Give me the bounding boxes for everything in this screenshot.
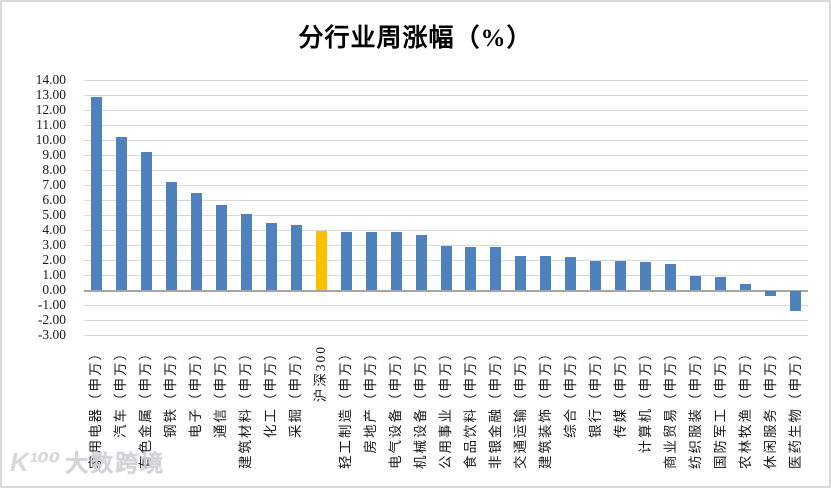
bar-化工（申万） bbox=[265, 222, 277, 290]
gridline bbox=[84, 110, 808, 111]
bar-银行（申万） bbox=[590, 260, 602, 290]
bar-商业贸易（申万） bbox=[665, 263, 677, 290]
gridline bbox=[84, 80, 808, 81]
bar-房地产（申万） bbox=[365, 232, 377, 290]
y-axis-tick-label: 9.00 bbox=[42, 147, 66, 162]
bar-通信（申万） bbox=[215, 204, 227, 290]
y-axis-tick-label: 4.00 bbox=[42, 222, 66, 237]
watermark: K¹⁰⁰ 大数跨境 bbox=[10, 444, 165, 478]
bar-建筑材料（申万） bbox=[240, 214, 252, 290]
bar-非银金融（申万） bbox=[490, 247, 502, 290]
bar-食品饮料（申万） bbox=[465, 247, 477, 290]
bar-交通运输（申万） bbox=[515, 255, 527, 290]
gridline bbox=[84, 200, 808, 201]
y-axis-tick-label: 13.00 bbox=[35, 87, 66, 102]
bar-采掘（申万） bbox=[290, 224, 302, 290]
y-axis-tick-label: 7.00 bbox=[42, 177, 66, 192]
gridline bbox=[84, 125, 808, 126]
y-axis-tick-label: 1.00 bbox=[42, 267, 66, 282]
gridline bbox=[84, 245, 808, 246]
gridline bbox=[84, 230, 808, 231]
y-axis-tick-label: -2.00 bbox=[37, 312, 66, 327]
y-axis-tick-label: 5.00 bbox=[42, 207, 66, 222]
bar-建筑装饰（申万） bbox=[540, 256, 552, 290]
bar-休闲服务（申万） bbox=[765, 291, 777, 296]
x-axis-category-label: 医药生物（申万） bbox=[787, 345, 803, 469]
category-axis-line bbox=[84, 290, 808, 292]
bar-汽车（申万） bbox=[115, 137, 127, 290]
y-axis-tick-label: 10.00 bbox=[35, 132, 66, 147]
gridline bbox=[84, 215, 808, 216]
bar-公用事业（申万） bbox=[440, 245, 452, 290]
gridline bbox=[84, 320, 808, 321]
watermark-text: 大数跨境 bbox=[65, 450, 166, 476]
bar-家用电器（申万） bbox=[90, 97, 102, 290]
gridline bbox=[84, 305, 808, 306]
bar-医药生物（申万） bbox=[790, 291, 802, 312]
bar-传媒（申万） bbox=[615, 260, 627, 290]
gridline bbox=[84, 170, 808, 171]
bar-钢铁（申万） bbox=[165, 182, 177, 290]
y-axis-tick-label: 6.00 bbox=[42, 192, 66, 207]
y-axis-tick-label: -1.00 bbox=[37, 297, 66, 312]
gridline bbox=[84, 95, 808, 96]
gridline bbox=[84, 140, 808, 141]
gridline bbox=[84, 155, 808, 156]
y-axis-tick-label: 2.00 bbox=[42, 252, 66, 267]
y-axis-tick-label: -3.00 bbox=[37, 327, 66, 342]
gridline bbox=[84, 335, 808, 336]
watermark-logo-icon: K¹⁰⁰ bbox=[10, 447, 61, 477]
bar-农林牧渔（申万） bbox=[740, 284, 752, 290]
y-axis-tick-label: 11.00 bbox=[36, 117, 66, 132]
y-axis-tick-label: 8.00 bbox=[42, 162, 66, 177]
gridline bbox=[84, 185, 808, 186]
highlight-bar-沪深300 bbox=[315, 230, 327, 290]
bar-计算机（申万） bbox=[640, 261, 652, 290]
bar-机械设备（申万） bbox=[415, 234, 427, 290]
bar-有色金属（申万） bbox=[140, 152, 152, 290]
y-axis-tick-label: 12.00 bbox=[35, 102, 66, 117]
bar-纺织服装（申万） bbox=[690, 275, 702, 290]
y-axis-tick-label: 3.00 bbox=[42, 237, 66, 252]
bar-国防军工（申万） bbox=[715, 277, 727, 290]
bar-电气设备（申万） bbox=[390, 232, 402, 290]
chart-title: 分行业周涨幅（%） bbox=[298, 25, 533, 52]
y-axis-tick-label: 0.00 bbox=[42, 282, 66, 297]
y-axis-tick-label: 14.00 bbox=[35, 72, 66, 87]
bar-轻工制造（申万） bbox=[340, 231, 352, 290]
bar-综合（申万） bbox=[565, 257, 577, 290]
bar-电子（申万） bbox=[190, 192, 202, 290]
